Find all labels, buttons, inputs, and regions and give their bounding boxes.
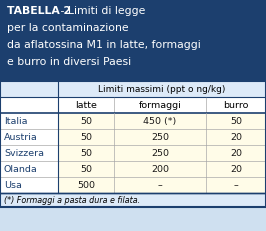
Text: 50: 50 — [80, 117, 92, 126]
Bar — [58, 177, 114, 193]
Bar — [206, 129, 266, 145]
Text: e burro in diversi Paesi: e burro in diversi Paesi — [7, 57, 131, 67]
Bar — [58, 113, 114, 129]
Text: 250: 250 — [151, 133, 169, 142]
Text: Italia: Italia — [4, 117, 27, 126]
Text: Svizzera: Svizzera — [4, 149, 44, 158]
Bar — [114, 161, 206, 177]
Text: Olanda: Olanda — [4, 165, 38, 174]
Bar — [0, 145, 58, 161]
Bar — [0, 193, 266, 207]
Text: 20: 20 — [230, 165, 242, 174]
Text: 50: 50 — [230, 117, 242, 126]
Text: - Limiti di legge: - Limiti di legge — [57, 6, 146, 16]
Bar — [114, 129, 206, 145]
Bar — [114, 113, 206, 129]
Text: burro: burro — [223, 101, 249, 110]
Bar — [206, 177, 266, 193]
Text: da aflatossina M1 in latte, formaggi: da aflatossina M1 in latte, formaggi — [7, 40, 201, 50]
Text: 200: 200 — [151, 165, 169, 174]
Bar — [0, 82, 266, 207]
Bar — [58, 82, 266, 97]
Bar — [58, 97, 114, 113]
Text: 50: 50 — [80, 149, 92, 158]
Bar — [114, 177, 206, 193]
Text: Limiti massimi (ppt o ng/kg): Limiti massimi (ppt o ng/kg) — [98, 85, 226, 94]
Bar — [58, 161, 114, 177]
Bar — [0, 113, 58, 129]
Text: Usa: Usa — [4, 181, 22, 190]
Bar — [114, 97, 206, 113]
Bar — [0, 161, 58, 177]
Bar — [58, 129, 114, 145]
Bar — [0, 129, 58, 145]
Bar — [206, 97, 266, 113]
Text: Austria: Austria — [4, 133, 38, 142]
Bar — [0, 177, 58, 193]
Text: 50: 50 — [80, 165, 92, 174]
Bar — [206, 161, 266, 177]
Bar — [0, 82, 58, 97]
Text: latte: latte — [75, 101, 97, 110]
Bar — [114, 145, 206, 161]
Text: –: – — [158, 181, 162, 190]
Bar — [206, 145, 266, 161]
Bar — [0, 0, 266, 82]
Text: (*) Formaggi a pasta dura e filata.: (*) Formaggi a pasta dura e filata. — [4, 196, 140, 205]
Text: 20: 20 — [230, 133, 242, 142]
Text: TABELLA 2: TABELLA 2 — [7, 6, 71, 16]
Bar — [0, 0, 266, 207]
Text: 20: 20 — [230, 149, 242, 158]
Text: –: – — [234, 181, 238, 190]
Text: formaggi: formaggi — [139, 101, 181, 110]
Bar — [206, 113, 266, 129]
Text: 250: 250 — [151, 149, 169, 158]
Text: per la contaminazione: per la contaminazione — [7, 23, 129, 33]
Text: 50: 50 — [80, 133, 92, 142]
Bar — [0, 97, 58, 113]
Bar — [0, 82, 266, 207]
Bar — [58, 145, 114, 161]
Text: 450 (*): 450 (*) — [143, 117, 177, 126]
Text: 500: 500 — [77, 181, 95, 190]
